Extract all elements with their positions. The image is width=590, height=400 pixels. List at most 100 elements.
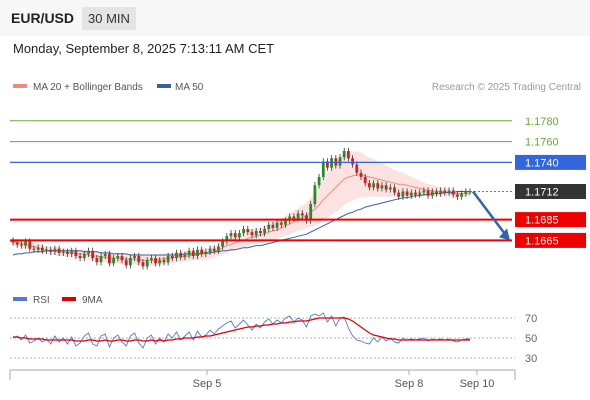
level-tag-1.1665 <box>515 232 586 248</box>
ma20-legend-label: MA 20 + Bollinger Bands <box>33 82 143 93</box>
candle-body <box>70 250 74 254</box>
candle-body <box>296 213 300 219</box>
candle-body <box>422 190 426 193</box>
candle-body <box>342 151 346 158</box>
candle-body <box>447 190 451 193</box>
candle-body <box>393 187 396 193</box>
candle-body <box>170 256 174 259</box>
candle-body <box>313 185 317 204</box>
candle-body <box>91 250 95 259</box>
candle-body <box>435 191 438 194</box>
candle-body <box>376 183 380 189</box>
candle-body <box>124 260 128 266</box>
time-axis: Sep 5 Sep 8 Sep 10 <box>9 369 516 390</box>
candle-body <box>61 251 65 253</box>
price-plot <box>11 147 472 270</box>
candle-body <box>28 241 32 249</box>
candle-body <box>451 190 455 195</box>
candle-body <box>284 220 287 225</box>
time-label-Sep 5: Sep 5 <box>193 378 222 390</box>
candle-body <box>99 256 103 263</box>
candle-body <box>229 233 233 237</box>
timeframe-button[interactable]: 30 MIN <box>82 7 136 30</box>
candle-body <box>191 250 195 256</box>
rsi-series-RSI <box>12 312 470 349</box>
candle-body <box>355 164 359 173</box>
candle-body <box>409 192 413 196</box>
candle-body <box>363 177 367 184</box>
candle-body <box>154 258 157 264</box>
candle-body <box>129 258 132 266</box>
candle-body <box>217 246 220 251</box>
candle-body <box>141 262 145 267</box>
candle-body <box>279 222 283 225</box>
rsi-tick-50: 50 <box>525 333 537 345</box>
candle-body <box>187 250 191 255</box>
candle-body <box>401 191 405 197</box>
candle-body <box>351 158 354 165</box>
candle-body <box>95 258 99 263</box>
candle-body <box>309 204 313 221</box>
candle-body <box>15 242 19 245</box>
candle-body <box>414 192 417 195</box>
candle-body <box>133 256 136 259</box>
level-label-1.1780: 1.1780 <box>525 116 559 128</box>
ma50-legend-label: MA 50 <box>175 82 204 93</box>
candle-body <box>254 231 258 236</box>
candle-body <box>20 244 23 246</box>
level-label-1.1685: 1.1685 <box>525 215 559 227</box>
candle-body <box>74 250 78 256</box>
candle-body <box>242 229 245 234</box>
candle-body <box>40 247 44 251</box>
candle-body <box>359 172 363 177</box>
candle-body <box>464 191 468 194</box>
candle-body <box>305 215 308 221</box>
bollinger-band <box>13 151 470 266</box>
candle-body <box>271 224 275 228</box>
candle-body <box>267 224 271 229</box>
candle-body <box>112 258 115 264</box>
candle-body <box>103 253 107 256</box>
credit-text: Research © 2025 Trading Central <box>432 82 581 93</box>
rsi-series-9MA <box>13 317 470 342</box>
candle-body <box>57 248 61 253</box>
candle-body <box>11 240 15 243</box>
candle-body <box>380 185 384 189</box>
candle-body <box>426 190 430 196</box>
candle-body <box>275 222 279 228</box>
candle-body <box>36 247 40 250</box>
candle-body <box>460 193 463 197</box>
rsi-legend-swatch <box>13 297 27 301</box>
candle-body <box>158 260 162 264</box>
candle-body <box>78 256 82 259</box>
rsi-tick-70: 70 <box>525 313 537 325</box>
rsi-legend-label: RSI <box>33 295 50 306</box>
candle-body <box>388 187 392 190</box>
candle-body <box>137 256 141 263</box>
time-label-Sep 8: Sep 8 <box>395 378 424 390</box>
candle-body <box>250 232 254 236</box>
level-tag-1.1712 <box>515 184 586 199</box>
level-label-1.1740: 1.1740 <box>525 157 559 169</box>
candle-body <box>145 260 149 267</box>
rsi-ma-legend-label: 9MA <box>82 295 103 306</box>
candle-body <box>397 192 401 197</box>
candle-body <box>300 213 304 216</box>
candle-body <box>120 256 124 261</box>
candle-body <box>439 190 443 194</box>
forecast-arrowhead <box>499 228 510 241</box>
candle-body <box>45 249 48 251</box>
level-label-1.1760: 1.1760 <box>525 137 559 149</box>
candle-body <box>116 256 120 259</box>
instrument-title: EUR/USD <box>11 10 75 26</box>
candle-body <box>430 191 434 196</box>
candle-body <box>338 157 342 166</box>
rsi-tick-30: 30 <box>525 353 537 365</box>
candle-body <box>175 252 178 259</box>
header-bar: EUR/USD 30 MIN <box>0 0 590 36</box>
forecast-arrow <box>472 190 507 237</box>
candle-body <box>108 253 111 264</box>
rsi-plot: 70 50 30 <box>10 312 537 365</box>
candle-body <box>82 253 86 259</box>
